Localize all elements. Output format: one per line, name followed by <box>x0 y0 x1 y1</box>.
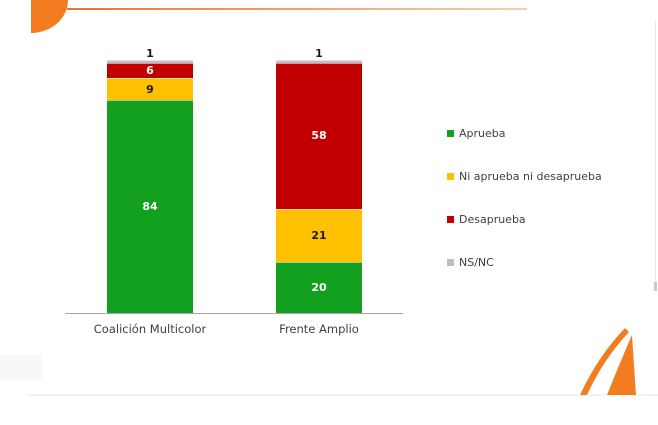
faint-watermark-block <box>0 355 42 380</box>
category-label-coalici-n-multicolor: Coalición Multicolor <box>93 322 207 336</box>
legend-label: Ni aprueba ni desaprueba <box>459 170 602 183</box>
data-label-desaprueba: 6 <box>146 63 154 77</box>
bar-segment-ni-aprueba-ni-desaprueba <box>107 77 193 101</box>
legend-swatch-icon <box>447 173 454 180</box>
legend-swatch-icon <box>447 259 454 266</box>
data-label-ni-aprueba-ni-desaprueba: 9 <box>146 82 154 96</box>
data-label-ns-nc: 1 <box>146 47 154 60</box>
data-label-aprueba: 84 <box>142 200 158 214</box>
top-accent-line <box>67 8 527 10</box>
legend-swatch-icon <box>447 216 454 223</box>
legend-swatch-icon <box>447 130 454 137</box>
legend-label: Aprueba <box>459 127 506 140</box>
bar-segment-ns-nc <box>276 60 362 63</box>
corner-accent-shape <box>31 0 68 33</box>
legend-label: Desaprueba <box>459 213 526 226</box>
data-label-ns-nc: 1 <box>315 47 323 60</box>
chart-legend: Aprueba Ni aprueba ni desaprueba Desaprueb… <box>447 127 602 299</box>
legend-item-aprueba: Aprueba <box>447 127 602 140</box>
data-label-ni-aprueba-ni-desaprueba: 21 <box>311 229 327 243</box>
faint-bottom-rule <box>28 394 658 396</box>
bar-segment-aprueba <box>276 262 362 313</box>
x-axis-line <box>65 313 403 314</box>
bar-segment-ni-aprueba-ni-desaprueba <box>276 209 362 263</box>
scrollbar-thumb[interactable] <box>654 282 657 291</box>
legend-item-desaprueba: Desaprueba <box>447 213 602 226</box>
bar-segment-desaprueba <box>107 62 193 78</box>
bar-segment-aprueba <box>107 100 193 313</box>
legend-label: NS/NC <box>459 256 494 269</box>
swoosh-logo-icon <box>580 328 636 395</box>
bar-segment-ns-nc <box>107 60 193 63</box>
data-label-desaprueba: 58 <box>311 129 327 143</box>
data-label-aprueba: 20 <box>311 281 327 295</box>
legend-item-ns-nc: NS/NC <box>447 256 602 269</box>
bar-segment-desaprueba <box>276 62 362 210</box>
legend-item-ni-aprueba-ni-desaprueba: Ni aprueba ni desaprueba <box>447 170 602 183</box>
scrollbar-track[interactable] <box>655 20 656 290</box>
category-label-frente-amplio: Frente Amplio <box>279 322 359 336</box>
